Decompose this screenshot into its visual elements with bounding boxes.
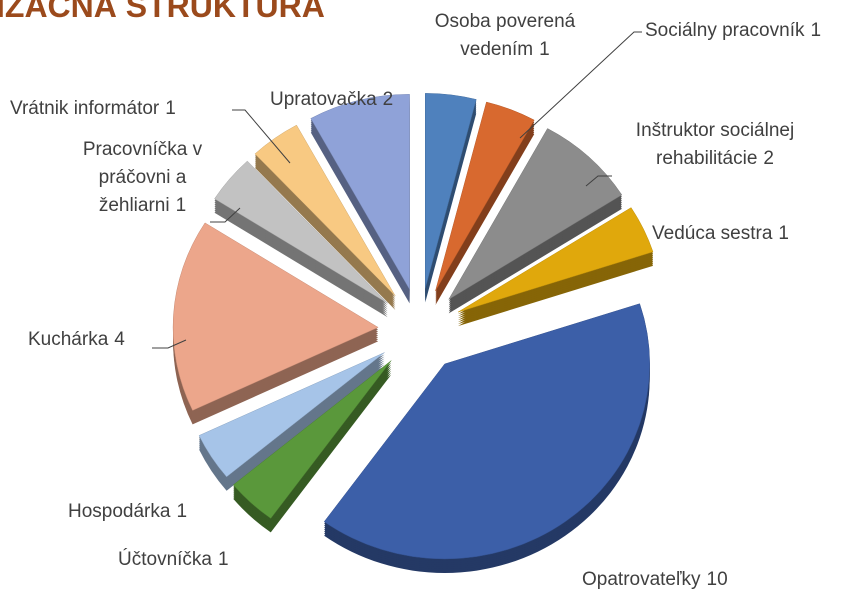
leader-line — [519, 31, 642, 139]
data-label: Pracovníčka v práčovni a žehliarni 1 — [82, 139, 203, 216]
data-label: Osoba poverená vedením 1 — [434, 11, 576, 60]
slice — [457, 207, 654, 313]
data-label: Opatrovateľky 10 — [582, 569, 728, 590]
data-label: Kuchárka 4 — [28, 329, 125, 350]
slice — [323, 303, 650, 560]
data-label: Vedúca sestra 1 — [652, 223, 789, 244]
data-label: Hospodárka 1 — [68, 501, 188, 522]
leader-line — [232, 109, 291, 164]
data-label: Účtovníčka 1 — [118, 549, 229, 570]
data-label: Upratovačka 2 — [270, 89, 394, 110]
slice — [310, 94, 410, 291]
leader-line — [210, 207, 241, 223]
slice — [435, 101, 535, 292]
leader-line — [585, 175, 612, 187]
slice — [254, 124, 396, 297]
slice — [198, 352, 385, 478]
slice — [448, 128, 623, 300]
data-label: Sociálny pracovník 1 — [645, 20, 822, 41]
slice — [172, 222, 379, 411]
slice — [232, 360, 392, 519]
slice — [425, 93, 477, 289]
data-label: Inštruktor sociálnej rehabilitácie 2 — [635, 120, 795, 169]
chart-title: IZAČNÁ ŠTRUKTÚRA — [0, 0, 325, 24]
slice — [214, 160, 388, 304]
data-label: Vrátnik informátor 1 — [10, 98, 176, 119]
leader-line — [152, 339, 187, 349]
